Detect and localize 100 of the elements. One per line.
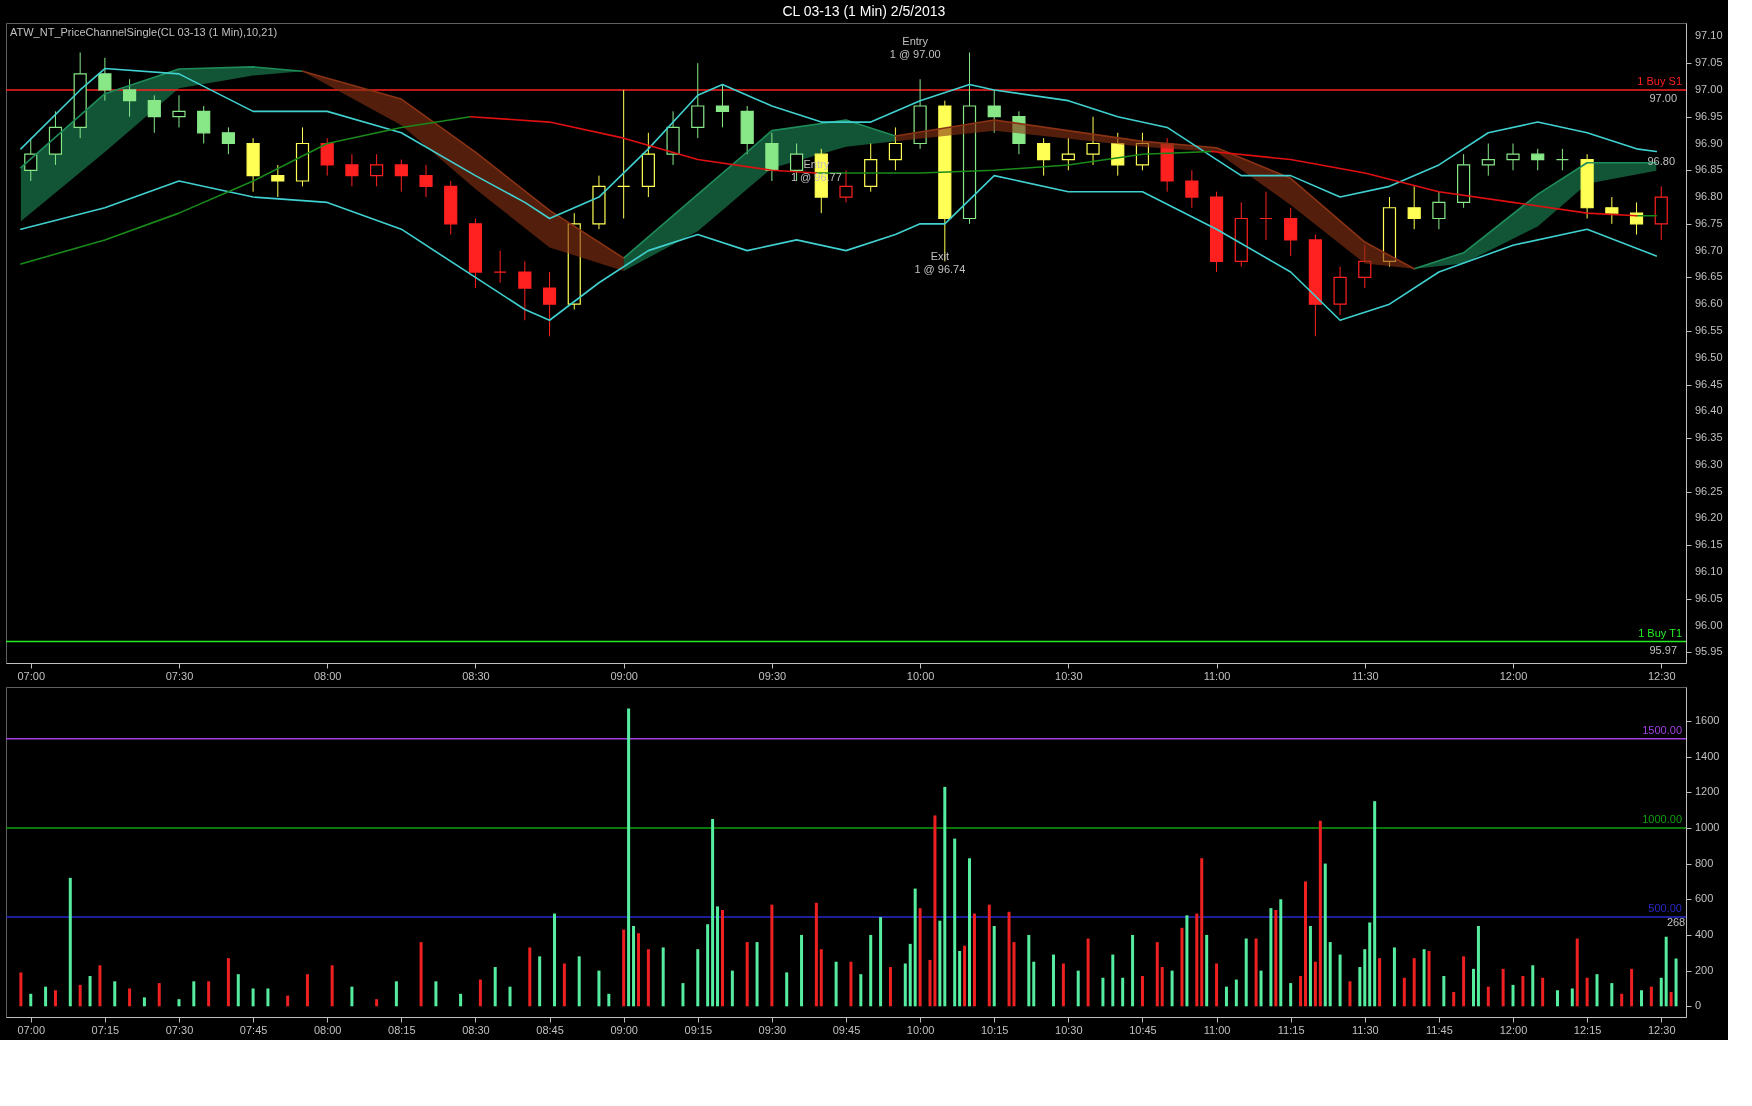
bar (226, 958, 230, 1007)
bar (1442, 975, 1446, 1007)
bar (1422, 949, 1426, 1007)
line-series (20, 174, 1658, 322)
bar (478, 979, 482, 1007)
x-tick-label: 08:30 (462, 669, 490, 682)
candlestick (1432, 191, 1446, 230)
bar (1313, 961, 1317, 1007)
bar (1476, 926, 1480, 1007)
bar (888, 967, 892, 1007)
candlestick (419, 164, 433, 198)
annotation: 95.97 (1649, 643, 1677, 656)
bar (1200, 858, 1204, 1007)
y-tick-label: 96.25 (1695, 484, 1723, 497)
bar (1308, 926, 1312, 1007)
bar (859, 974, 863, 1007)
y-tick-label: 96.80 (1695, 190, 1723, 203)
bar (711, 819, 715, 1007)
bar (1224, 986, 1228, 1007)
bar (1501, 968, 1505, 1007)
candlestick (1481, 143, 1495, 177)
bar (1195, 913, 1199, 1007)
x-tick-label: 11:30 (1351, 1023, 1379, 1036)
bar (1052, 954, 1056, 1007)
annotation: 96.80 (1647, 155, 1675, 168)
candlestick (715, 84, 730, 128)
x-tick-label: 08:45 (536, 1023, 564, 1036)
x-tick-label: 07:30 (165, 1023, 194, 1036)
bar (646, 949, 650, 1007)
bar (1630, 968, 1634, 1007)
y-tick-label: 1600 (1695, 713, 1720, 726)
bar (1318, 820, 1322, 1007)
bar (958, 951, 962, 1007)
bar (68, 877, 72, 1007)
bar (1155, 942, 1159, 1007)
bar (1101, 977, 1105, 1007)
y-tick-label: 96.65 (1695, 270, 1723, 283)
x-tick-label: 07:00 (17, 1023, 46, 1036)
y-tick-label: 400 (1695, 927, 1714, 940)
bar (330, 965, 334, 1007)
bar (1259, 970, 1263, 1007)
bar (1392, 947, 1396, 1007)
y-tick-label: 96.75 (1695, 216, 1723, 229)
y-tick-label: 1400 (1695, 749, 1720, 762)
y-tick-label: 96.10 (1695, 564, 1723, 577)
y-tick-label: 96.35 (1695, 431, 1723, 444)
bar (869, 934, 873, 1007)
bar (113, 981, 117, 1007)
bar (1234, 979, 1238, 1007)
x-tick-label: 09:30 (758, 1023, 787, 1036)
y-tick-label: 800 (1695, 856, 1714, 869)
bar (681, 983, 685, 1007)
x-tick-label: 12:00 (1499, 1023, 1528, 1036)
y-tick-label: 97.00 (1695, 82, 1723, 95)
bar (128, 988, 132, 1007)
y-tick-label: 96.85 (1695, 163, 1723, 176)
y-tick-label: 1000 (1695, 820, 1720, 833)
bar (1639, 990, 1643, 1007)
candlestick (345, 153, 359, 187)
ref-line-label: 500.00 (1648, 902, 1682, 915)
bar (627, 708, 631, 1007)
bar (770, 904, 774, 1007)
bar (562, 963, 566, 1007)
y-tick-label: 96.70 (1695, 243, 1723, 256)
candlestick (98, 57, 112, 102)
x-tick-label: 09:00 (610, 1023, 638, 1036)
x-tick-label: 07:00 (17, 669, 46, 682)
x-tick-label: 08:00 (313, 669, 342, 682)
bar (1244, 938, 1248, 1007)
bar (394, 981, 398, 1007)
bar (1170, 970, 1174, 1007)
y-tick-label: 96.95 (1695, 109, 1723, 122)
y-tick-label: 96.05 (1695, 591, 1723, 604)
bar (928, 959, 932, 1007)
candlestick (1506, 143, 1520, 171)
x-tick-label: 10:45 (1129, 1023, 1157, 1036)
bar (1358, 967, 1362, 1007)
candlestick (320, 137, 334, 177)
bar (987, 904, 991, 1007)
x-tick-label: 08:00 (313, 1023, 342, 1036)
bar (286, 995, 290, 1007)
y-tick-label: 96.40 (1695, 404, 1723, 417)
x-tick-label: 10:30 (1055, 669, 1083, 682)
bar (903, 963, 907, 1007)
bar (879, 917, 883, 1007)
candlestick (122, 78, 137, 118)
bar (1378, 958, 1382, 1007)
y-tick-label: 0 (1695, 999, 1702, 1012)
bar (1205, 934, 1209, 1007)
x-tick-label: 11:00 (1203, 669, 1231, 682)
bar (192, 981, 196, 1007)
candlestick (1555, 148, 1570, 171)
bar (834, 961, 838, 1007)
candlestick (271, 164, 285, 198)
y-tick-label: 96.50 (1695, 350, 1723, 363)
bar (459, 993, 463, 1007)
bar (1007, 911, 1011, 1007)
bar (1674, 958, 1678, 1007)
candlestick (617, 89, 631, 219)
bar (29, 993, 33, 1007)
